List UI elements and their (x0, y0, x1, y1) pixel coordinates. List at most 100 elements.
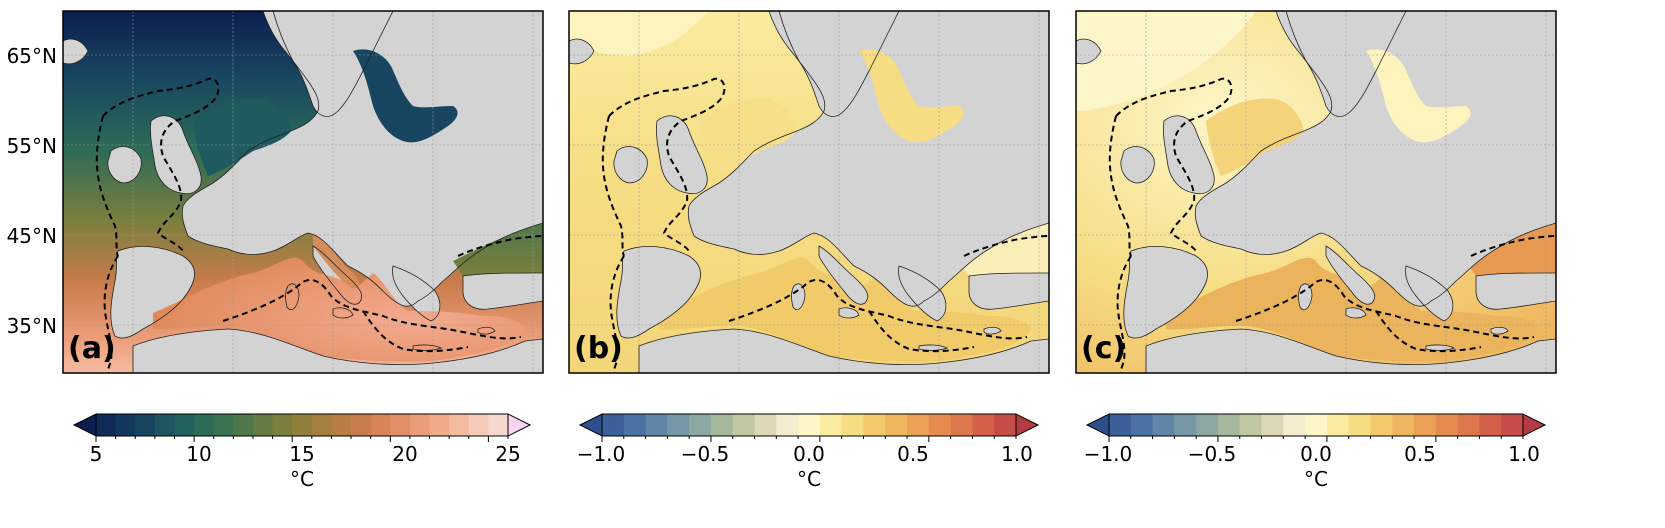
shelf-contour (868, 310, 975, 353)
mediterranean-sea-a (153, 223, 543, 362)
land-mass (1326, 246, 1375, 305)
coastline (838, 307, 860, 319)
colorbar-segment (776, 414, 799, 436)
colorbar-b-tick-0: −1.0 (577, 442, 626, 466)
colorbar-segment (863, 414, 886, 436)
colorbar-segment (710, 414, 734, 436)
colorbar-segment (885, 414, 908, 436)
colorbar-segment (1326, 414, 1350, 436)
coastline (1123, 246, 1208, 339)
coastline (1163, 115, 1215, 195)
shelf-contour (1470, 235, 1556, 257)
colorbar-c-labels: −1.0 −0.5 0.0 0.5 1.0 °C (1084, 442, 1540, 491)
baltic-sea (859, 49, 964, 143)
colorbar-b (578, 413, 1040, 442)
map-frame-c (1075, 10, 1557, 374)
colorbar-a-tick-4: 25 (495, 442, 520, 466)
land-mass (984, 327, 1001, 335)
colorbar-segment (331, 414, 352, 436)
coastline (656, 115, 708, 195)
colorbar-segment (1479, 414, 1502, 436)
colorbar-segment (252, 414, 274, 436)
colorbar-segment (732, 414, 756, 436)
coastline (1285, 11, 1407, 117)
colorbar-segment (645, 414, 668, 436)
coastline (462, 272, 543, 310)
lat-label-65: 65°N (7, 44, 57, 68)
coastline (1490, 326, 1509, 335)
north-sea (193, 98, 291, 176)
land-mass (1076, 39, 1101, 64)
coastline (1425, 344, 1456, 351)
colorbar-extend-high (1522, 413, 1547, 437)
shelf-contour (1375, 310, 1482, 353)
colorbar-segment (819, 414, 843, 436)
map-frame-a (62, 10, 544, 374)
coastline (898, 265, 947, 322)
land-mass (1123, 246, 1208, 339)
colorbar-extend-high (1015, 413, 1040, 437)
shelf-contour (609, 255, 625, 373)
shelf-contour (457, 235, 543, 257)
coastline (392, 265, 441, 322)
coastline (1345, 307, 1367, 319)
colorbar-segment (488, 414, 509, 436)
land-mass (1405, 266, 1453, 321)
coastline (778, 11, 900, 117)
colorbar-segment (1501, 414, 1524, 436)
shelf-contour (1108, 115, 1132, 257)
shelf-contour (608, 77, 726, 252)
colorbar-b-labels: −1.0 −0.5 0.0 0.5 1.0 °C (577, 442, 1033, 491)
colorbar-a-tick-0: 5 (90, 442, 103, 466)
colorbar-segment (1174, 414, 1197, 436)
map-frame-b (568, 10, 1050, 374)
colorbar-segment (1261, 414, 1284, 436)
shelf-contour (102, 77, 220, 252)
colorbar-segment (689, 414, 712, 436)
coastline (983, 326, 1002, 335)
colorbar-segment (1457, 414, 1480, 436)
colorbar-segment (950, 414, 973, 436)
colorbar-extend-low (1085, 413, 1110, 437)
colorbar-segment (272, 414, 293, 436)
land-mass (1426, 344, 1454, 351)
land-mass (63, 39, 88, 64)
coastline (1405, 265, 1454, 322)
colorbar-extend-low (578, 413, 603, 437)
colorbar-segment (1414, 414, 1437, 436)
colorbar-segment (194, 414, 215, 436)
shelf-contour (728, 279, 1028, 340)
land-mass (392, 266, 440, 321)
colorbar-b-tick-1: −0.5 (681, 442, 730, 466)
colorbar-segment (1370, 414, 1393, 436)
colorbar-segment (96, 414, 117, 436)
coastline (638, 328, 1049, 373)
colorbar-segment (468, 414, 489, 436)
lat-label-45: 45°N (7, 224, 57, 248)
land-mass (639, 329, 1049, 373)
coastline (63, 38, 89, 65)
colorbar-segment (994, 414, 1017, 436)
coastline (1298, 283, 1313, 311)
colorbar-segment (1283, 414, 1306, 436)
colorbar-segment (907, 414, 930, 436)
coastline (1120, 146, 1155, 184)
panel-label-a: (a) (68, 331, 116, 366)
land-mass (898, 266, 946, 321)
lat-label-55: 55°N (7, 134, 57, 158)
colorbar-segment (1435, 414, 1459, 436)
land-mass (133, 329, 543, 373)
colorbar-a (72, 413, 532, 442)
colorbar-segment (1305, 414, 1328, 436)
latitude-axis: 65°N 55°N 45°N 35°N (7, 44, 57, 338)
colorbar-segment (311, 414, 332, 436)
shelf-contour (1116, 255, 1132, 373)
land-mass (688, 11, 1049, 307)
coastline (110, 246, 195, 339)
land-mass (969, 273, 1049, 310)
land-mass (819, 246, 868, 305)
colorbar-segment (449, 414, 470, 436)
colorbar-b-tick-3: 0.5 (897, 442, 929, 466)
colorbar-c-tick-4: 1.0 (1508, 442, 1540, 466)
